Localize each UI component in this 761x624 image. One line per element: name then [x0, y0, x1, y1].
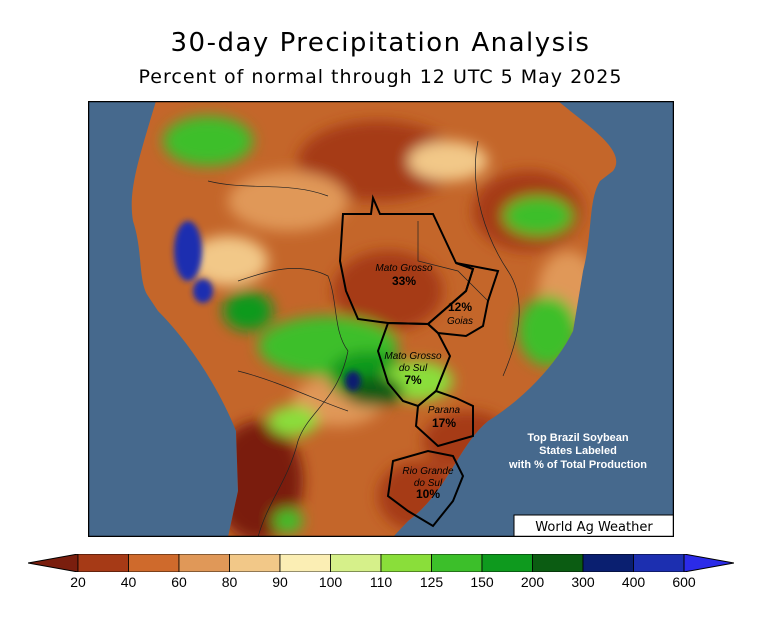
legend-tick-label: 100 — [318, 574, 343, 590]
rio-grande-do-sul-label-1: Rio Grande — [402, 466, 454, 477]
legend-colorbar — [28, 554, 734, 572]
legend-tick-label: 110 — [369, 574, 393, 590]
parana-outline — [414, 389, 474, 448]
credit-box — [513, 514, 674, 537]
legend-swatch — [330, 554, 382, 572]
note-line-1: Top Brazil Soybean — [527, 432, 629, 444]
mato-grosso-do-sul-label-1: Mato Grosso — [384, 351, 442, 362]
legend-swatch — [481, 554, 533, 572]
precipitation-map: Mato Grosso 33% 12% Goias Mato Grosso do… — [88, 101, 674, 537]
parana-pct: 17% — [432, 416, 456, 430]
map-subtitle: Percent of normal through 12 UTC 5 May 2… — [138, 66, 623, 88]
map-frame — [88, 101, 674, 537]
mato-grosso-label: Mato Grosso — [375, 263, 433, 274]
legend-tick-label: 150 — [470, 574, 494, 590]
goias-label: Goias — [447, 316, 473, 327]
rio-grande-do-sul-outline — [386, 449, 465, 528]
mato-grosso-do-sul-pct: 7% — [404, 373, 422, 387]
mato-grosso-do-sul-label-2: do Sul — [399, 363, 428, 374]
legend-tick-label: 200 — [520, 574, 545, 590]
legend-tick-label: 20 — [70, 574, 86, 590]
goias-pct: 12% — [448, 300, 472, 314]
rio-grande-do-sul-pct: 10% — [416, 487, 440, 501]
note-line-2: States Labeled — [539, 445, 617, 457]
legend-swatch — [128, 554, 180, 572]
legend-arrow-low — [28, 554, 79, 572]
legend-swatch — [229, 554, 281, 572]
legend-tick-label: 80 — [221, 574, 238, 590]
legend-swatch — [633, 554, 685, 572]
legend-tick-label: 600 — [672, 574, 696, 590]
legend-tick-label: 300 — [571, 574, 595, 590]
legend-swatch — [532, 554, 584, 572]
legend-tick-label: 400 — [621, 574, 646, 590]
legend-tick-label: 40 — [120, 574, 137, 590]
legend-swatch — [77, 554, 129, 572]
soybean-state-outlines — [338, 194, 500, 528]
rio-grande-do-sul-label-2: do Sul — [414, 478, 443, 489]
legend-arrow-high — [683, 554, 734, 572]
legend-tick-label: 90 — [272, 574, 288, 590]
legend-swatch — [380, 554, 432, 572]
parana-label: Parana — [428, 405, 461, 416]
legend-tick-label: 60 — [171, 574, 187, 590]
map-title: 30-day Precipitation Analysis — [170, 28, 591, 58]
legend-tick-label: 125 — [419, 574, 444, 590]
borders — [207, 140, 520, 537]
state-labels: Mato Grosso 33% 12% Goias Mato Grosso do… — [375, 263, 473, 501]
credit-text: World Ag Weather — [535, 520, 653, 535]
soybean-note: Top Brazil Soybean States Labeled with %… — [508, 432, 647, 471]
mato-grosso-pct: 33% — [392, 274, 416, 288]
legend-swatch — [582, 554, 634, 572]
legend-swatch — [279, 554, 331, 572]
note-line-3: with % of Total Production — [508, 459, 647, 471]
legend-swatch — [178, 554, 230, 572]
legend-swatch — [431, 554, 483, 572]
